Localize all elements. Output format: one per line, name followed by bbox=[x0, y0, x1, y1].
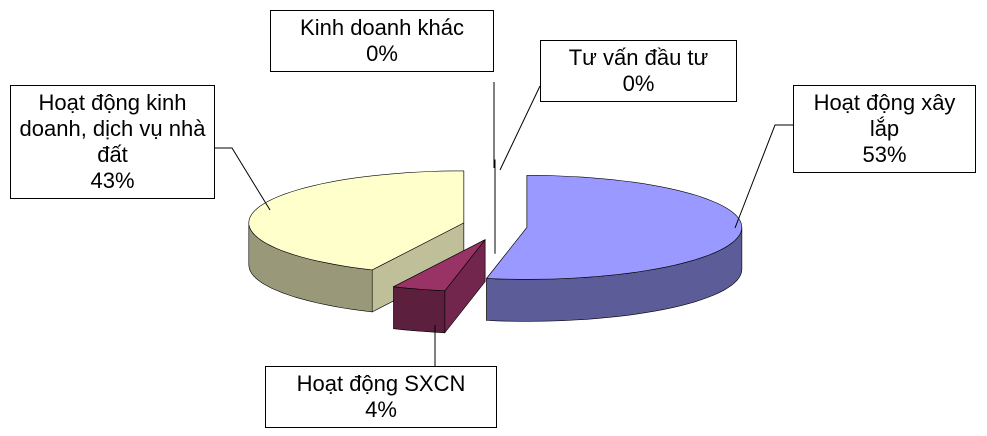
category-label: Hoạt động SXCN bbox=[296, 371, 466, 396]
leader-line bbox=[215, 147, 271, 211]
leader-line bbox=[499, 85, 541, 171]
slice bbox=[392, 238, 486, 334]
value-label: 4% bbox=[365, 397, 397, 422]
slice-outer-wall bbox=[393, 286, 446, 334]
category-label: Tư vấn đầu tư bbox=[568, 45, 709, 70]
slice-top bbox=[486, 175, 743, 280]
data-label: Hoạt động SXCN 4% bbox=[265, 366, 497, 428]
data-label: Hoạt động kinh doanh, dịch vụ nhà đất 43% bbox=[10, 85, 215, 199]
value-label: 0% bbox=[366, 41, 398, 66]
category-label: Kinh doanh khác bbox=[300, 15, 464, 40]
category-label: Hoạt động xây lắp bbox=[813, 90, 956, 141]
leader-lines bbox=[215, 82, 793, 366]
category-label: Hoạt động kinh doanh, dịch vụ nhà đất bbox=[19, 90, 206, 167]
data-label: Hoạt động xây lắp 53% bbox=[793, 85, 976, 173]
pie-slices bbox=[248, 159, 743, 334]
slice-top bbox=[248, 170, 465, 271]
leader-line bbox=[734, 124, 793, 229]
slice bbox=[486, 175, 743, 322]
slice-top bbox=[392, 239, 486, 292]
value-label: 0% bbox=[622, 71, 655, 96]
data-label: Kinh doanh khác 0% bbox=[270, 10, 494, 72]
value-label: 53% bbox=[862, 142, 907, 167]
value-label: 43% bbox=[90, 168, 135, 193]
slice bbox=[248, 170, 465, 313]
data-label: Tư vấn đầu tư 0% bbox=[540, 40, 737, 102]
